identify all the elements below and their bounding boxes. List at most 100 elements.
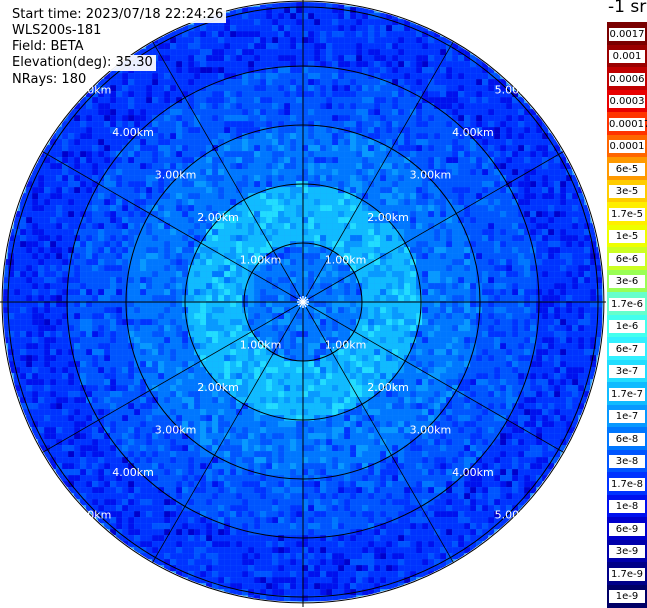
data-cell <box>362 37 369 44</box>
data-cell <box>194 229 201 236</box>
data-cell <box>518 139 525 146</box>
data-cell <box>410 343 417 350</box>
data-cell <box>416 271 423 278</box>
data-cell <box>284 121 291 128</box>
data-cell <box>206 181 213 188</box>
data-cell <box>596 283 603 290</box>
data-cell <box>50 319 57 326</box>
data-cell <box>62 121 69 128</box>
data-cell <box>50 187 57 194</box>
data-cell <box>338 25 345 32</box>
data-cell <box>20 289 27 296</box>
data-cell <box>68 247 75 254</box>
data-cell <box>254 247 261 254</box>
data-cell <box>518 277 525 284</box>
data-cell <box>410 325 417 332</box>
data-cell <box>320 61 327 68</box>
data-cell <box>404 97 411 104</box>
data-cell <box>332 211 339 218</box>
data-cell <box>500 349 507 356</box>
data-cell <box>314 355 321 362</box>
data-cell <box>326 85 333 92</box>
data-cell <box>212 265 219 272</box>
data-cell <box>578 295 585 302</box>
data-cell <box>176 91 183 98</box>
data-cell <box>68 187 75 194</box>
data-cell <box>134 349 141 356</box>
data-cell <box>332 301 339 308</box>
data-cell <box>230 313 237 320</box>
data-cell <box>386 343 393 350</box>
data-cell <box>566 205 573 212</box>
data-cell <box>356 205 363 212</box>
data-cell <box>128 145 135 152</box>
data-cell <box>542 313 549 320</box>
data-cell <box>206 49 213 56</box>
data-cell <box>230 271 237 278</box>
data-cell <box>452 337 459 344</box>
data-cell <box>14 301 21 308</box>
data-cell <box>146 247 153 254</box>
data-cell <box>596 307 603 314</box>
data-cell <box>428 37 435 44</box>
data-cell <box>578 289 585 296</box>
data-cell <box>524 175 531 182</box>
data-cell <box>218 73 225 80</box>
data-cell <box>206 337 213 344</box>
data-cell <box>224 85 231 92</box>
data-cell <box>188 67 195 74</box>
data-cell <box>578 349 585 356</box>
data-cell <box>74 133 81 140</box>
data-cell <box>374 313 381 320</box>
data-cell <box>272 229 279 236</box>
data-cell <box>548 307 555 314</box>
data-cell <box>230 61 237 68</box>
data-cell <box>26 301 33 308</box>
data-cell <box>452 139 459 146</box>
data-cell <box>332 163 339 170</box>
data-cell <box>392 151 399 158</box>
data-cell <box>548 355 555 362</box>
data-cell <box>542 139 549 146</box>
data-cell <box>158 91 165 98</box>
data-cell <box>284 187 291 194</box>
data-cell <box>320 181 327 188</box>
data-cell <box>416 223 423 230</box>
data-cell <box>290 361 297 368</box>
data-cell <box>284 79 291 86</box>
data-cell <box>194 319 201 326</box>
data-cell <box>14 241 21 248</box>
data-cell <box>194 277 201 284</box>
data-cell <box>410 277 417 284</box>
data-cell <box>584 241 591 248</box>
data-cell <box>164 277 171 284</box>
data-cell <box>476 241 483 248</box>
data-cell <box>440 301 447 308</box>
data-cell <box>278 283 285 290</box>
data-cell <box>266 211 273 218</box>
data-cell <box>188 85 195 92</box>
data-cell <box>302 97 309 104</box>
data-cell <box>356 337 363 344</box>
data-cell <box>356 157 363 164</box>
data-cell <box>86 241 93 248</box>
data-cell <box>182 337 189 344</box>
data-cell <box>326 151 333 158</box>
data-cell <box>14 337 21 344</box>
data-cell <box>182 199 189 206</box>
data-cell <box>212 73 219 80</box>
data-cell <box>116 313 123 320</box>
data-cell <box>164 253 171 260</box>
data-cell <box>470 271 477 278</box>
data-cell <box>50 331 57 338</box>
data-cell <box>440 169 447 176</box>
data-cell <box>356 55 363 62</box>
data-cell <box>32 247 39 254</box>
data-cell <box>236 301 243 308</box>
data-cell <box>350 187 357 194</box>
data-cell <box>332 265 339 272</box>
data-cell <box>236 355 243 362</box>
data-cell <box>272 139 279 146</box>
data-cell <box>362 49 369 56</box>
data-cell <box>458 121 465 128</box>
